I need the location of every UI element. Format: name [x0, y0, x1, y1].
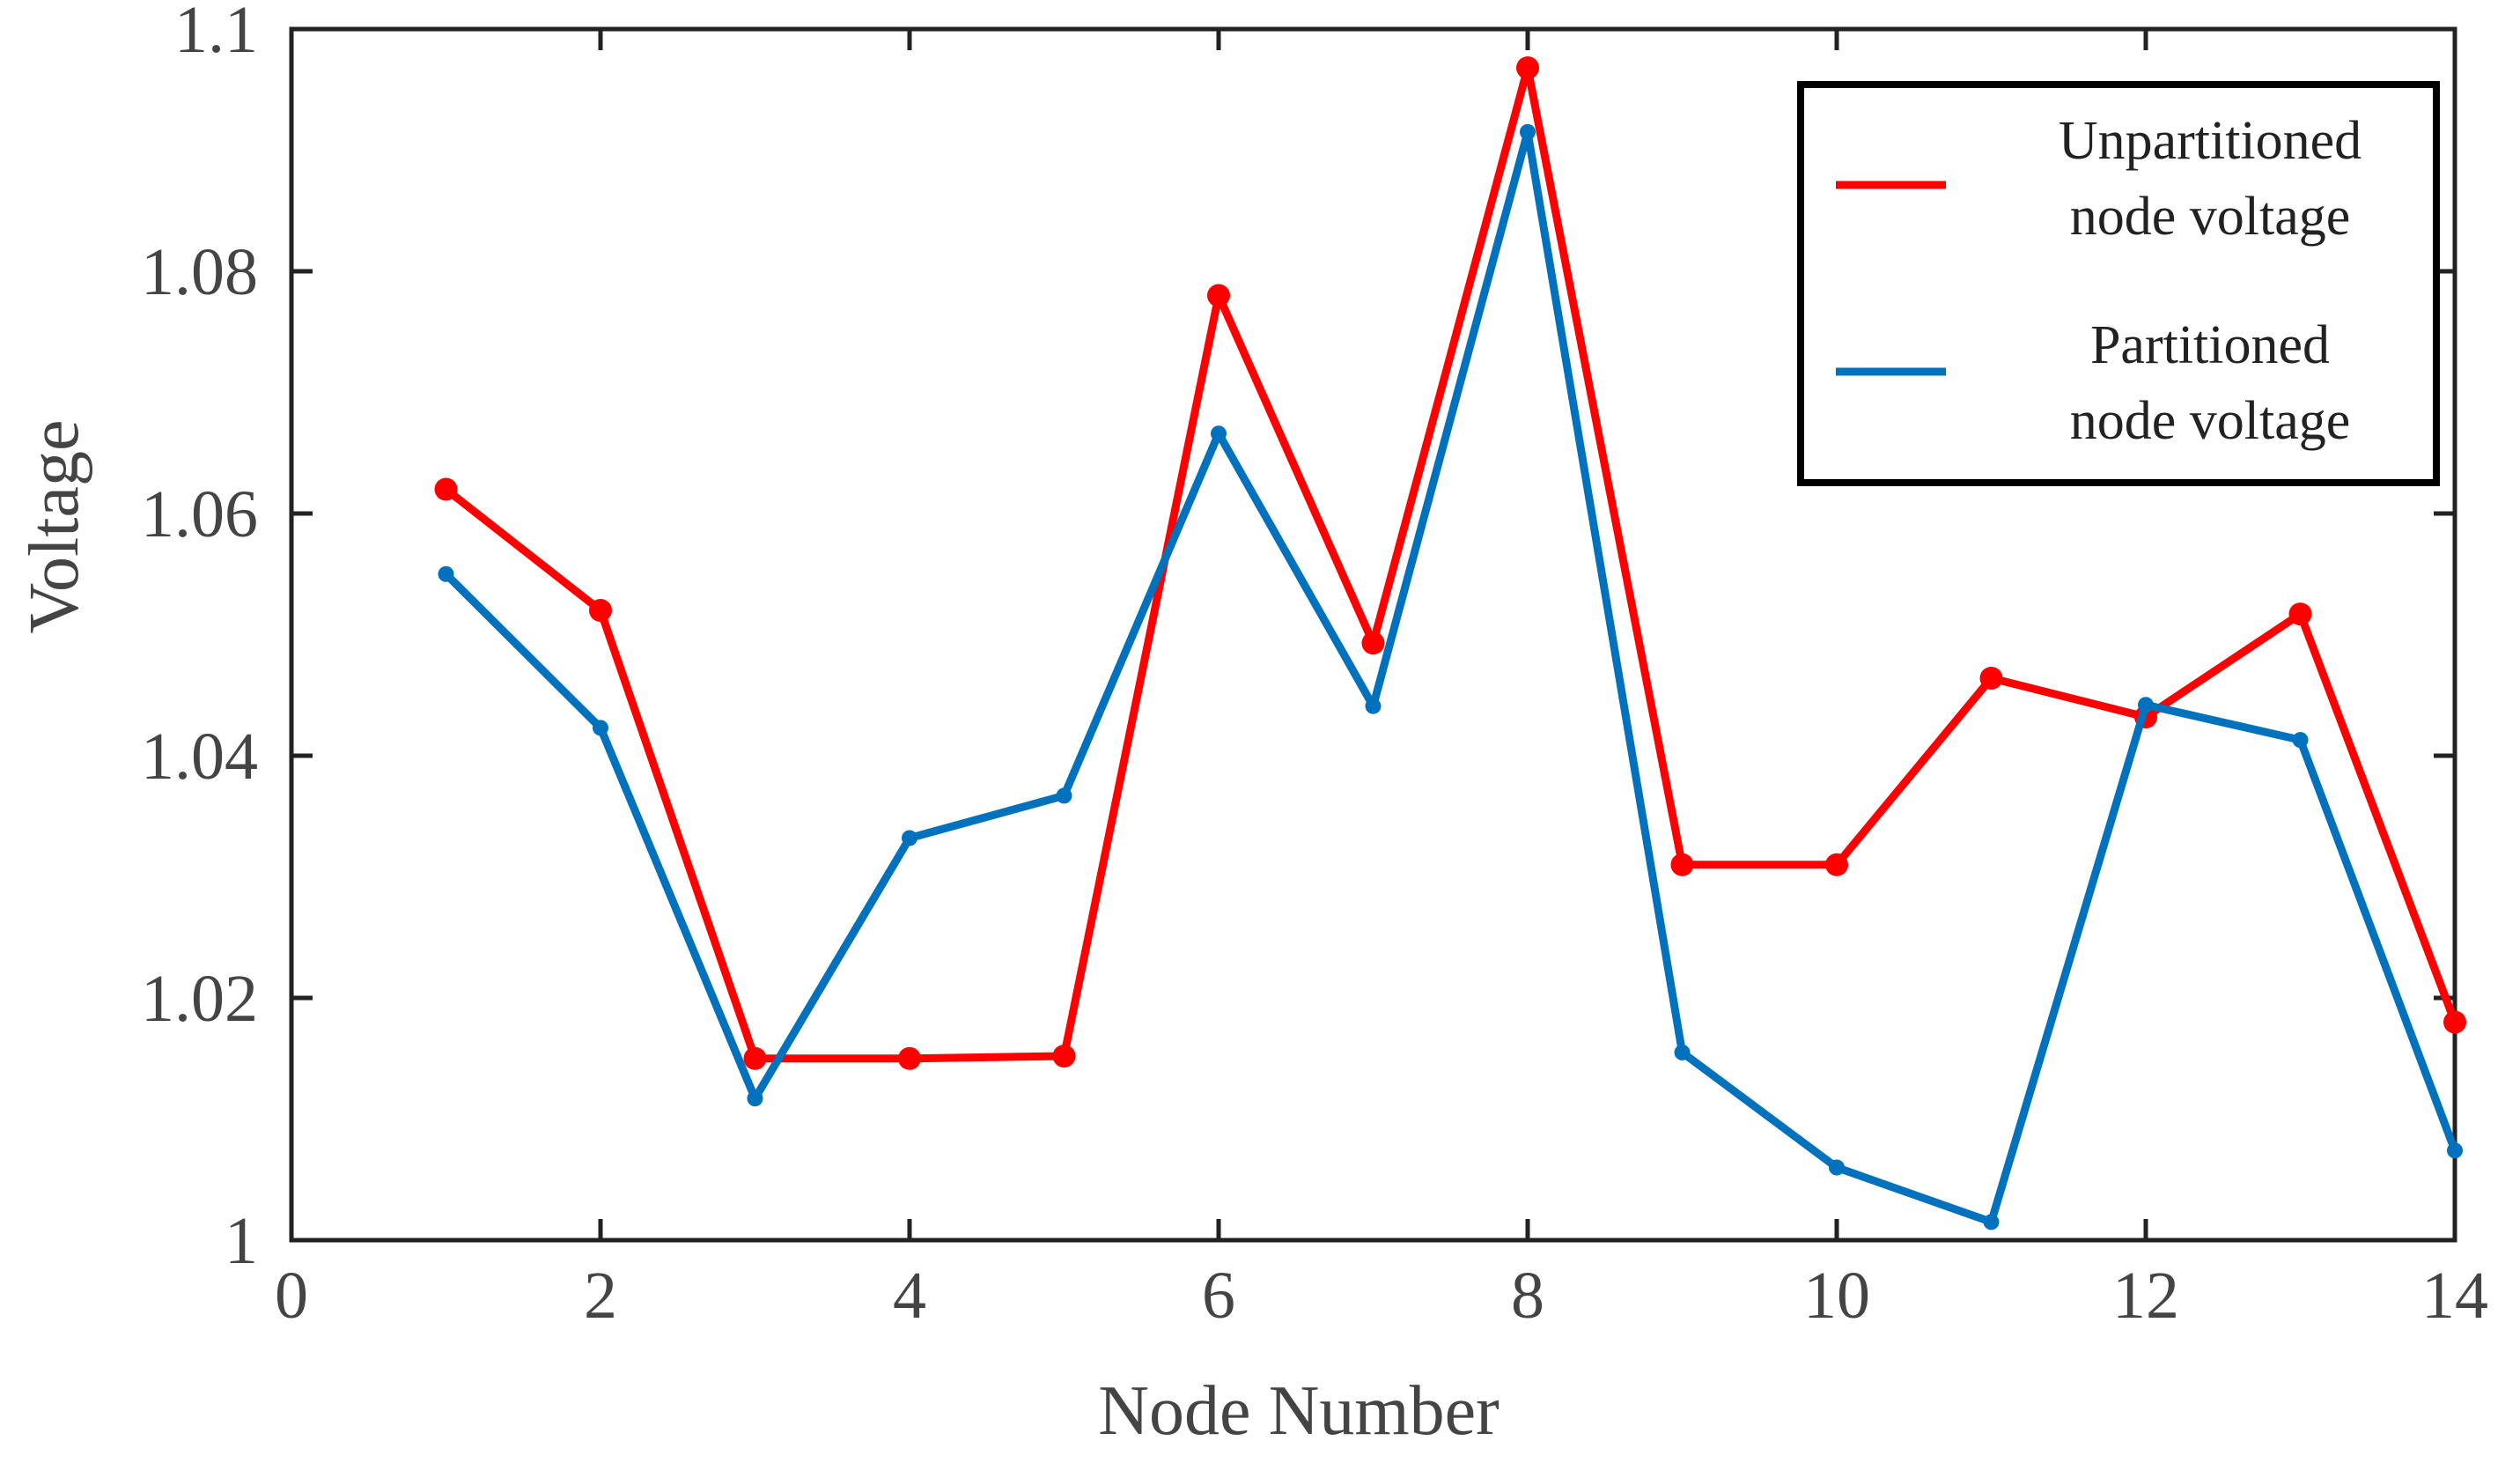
- data-point: [1829, 1159, 1845, 1176]
- legend-box: [1797, 81, 2440, 486]
- x-tick-label: 6: [1202, 1259, 1235, 1333]
- y-tick-label: 1.02: [141, 962, 258, 1036]
- y-tick-label: 1.08: [141, 235, 258, 309]
- x-tick-label: 4: [893, 1259, 926, 1333]
- y-tick-label: 1.06: [141, 477, 258, 551]
- x-tick-label: 12: [2112, 1259, 2179, 1333]
- data-point: [1052, 1045, 1076, 1068]
- data-point: [593, 720, 608, 736]
- legend-label: node voltage: [2070, 187, 2351, 247]
- data-point: [1825, 853, 1848, 876]
- x-tick-label: 10: [1803, 1259, 1870, 1333]
- data-point: [438, 565, 454, 582]
- x-tick-label: 2: [584, 1259, 617, 1333]
- data-point: [747, 1090, 763, 1107]
- data-point: [2447, 1142, 2463, 1159]
- data-point: [2292, 732, 2309, 749]
- data-point: [1211, 425, 1227, 442]
- legend: Unpartitioned node voltage Partitioned node…: [1797, 81, 2440, 486]
- data-point: [589, 599, 612, 622]
- x-tick-label: 14: [2421, 1259, 2488, 1333]
- data-point: [1979, 667, 2003, 690]
- data-point: [898, 1046, 921, 1070]
- y-axis-title: Voltage: [16, 420, 93, 634]
- data-point: [1207, 284, 1230, 307]
- data-point: [1674, 1044, 1691, 1060]
- plot-frame: [289, 26, 2457, 1243]
- series-group: [434, 56, 2466, 1230]
- x-axis-title: Node Number: [1098, 1372, 1499, 1450]
- x-tick-label: 0: [275, 1259, 308, 1333]
- data-point: [1516, 56, 1539, 79]
- data-point: [2138, 697, 2154, 713]
- data-point: [1670, 853, 1694, 876]
- y-tick-label: 1.04: [141, 720, 258, 794]
- data-point: [743, 1046, 767, 1070]
- data-point: [1361, 632, 1385, 655]
- series-line: [443, 128, 2459, 1226]
- legend-label: Unpartitioned: [2059, 111, 2362, 171]
- data-point: [1056, 787, 1072, 804]
- axes: 0 2 4 6 8 10 12 14 1 1.02 1.04 1.06 1.08 1.1: [141, 0, 2488, 1333]
- data-point: [1983, 1214, 2000, 1230]
- data-point: [1520, 123, 1536, 140]
- legend-label: node voltage: [2070, 391, 2351, 451]
- y-tick-label: 1: [225, 1204, 258, 1278]
- data-point: [1365, 698, 1382, 714]
- data-point: [2288, 602, 2312, 626]
- data-point: [2443, 1010, 2466, 1034]
- data-point: [434, 477, 458, 501]
- series-1: [438, 123, 2463, 1230]
- y-tick-label: 1.1: [174, 0, 258, 67]
- legend-label: Partitioned: [2090, 315, 2330, 375]
- x-tick-label: 8: [1511, 1259, 1544, 1333]
- data-point: [902, 830, 917, 846]
